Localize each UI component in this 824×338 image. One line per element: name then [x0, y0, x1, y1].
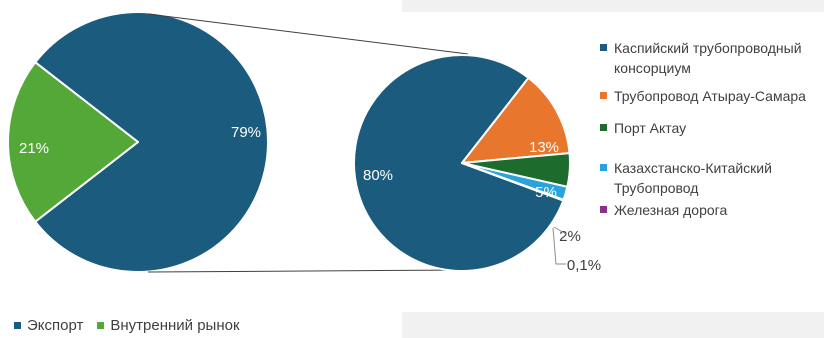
pie-right-label-aktau: 5%	[535, 184, 557, 201]
pie-left-label-domestic: 21%	[19, 140, 49, 157]
leader-line-rail	[552, 227, 566, 265]
legend-item-cpc: Каспийский трубопроводный консорциум	[598, 38, 824, 78]
connector-line-bottom	[147, 269, 469, 273]
pie-right-slice-atyrau	[461, 76, 571, 164]
leader-line-kz-china	[553, 226, 567, 235]
legend-label-cpc-line1: Каспийский трубопроводный	[614, 40, 802, 56]
legend-swatch-kz-china	[600, 164, 607, 171]
legend-swatch-rail	[600, 206, 607, 213]
pie-right-label-cpc: 80%	[363, 167, 393, 184]
pie-left-slice-export	[34, 11, 269, 273]
legend-label-kz-china-line2: Трубопровод	[614, 180, 699, 196]
legend-item-aktau: Порт Актау	[598, 118, 824, 138]
pie-left-label-export: 79%	[231, 124, 261, 141]
legend-item-rail: Железная дорога	[598, 200, 824, 220]
legend-label-kz-china-line1: Казахстанско-Китайский	[614, 160, 772, 176]
legend-item-kz-china: Казахстанско-Китайский Трубопровод	[598, 158, 824, 198]
background-panel-bottom-right	[402, 312, 824, 338]
legend-swatch-aktau	[600, 124, 607, 131]
legend-swatch-cpc	[600, 44, 607, 51]
pie-right-slice-cpc	[353, 54, 565, 272]
legend-label-aktau: Порт Актау	[614, 120, 687, 136]
pie-right-label-atyrau: 13%	[529, 139, 559, 156]
legend-label-cpc-line2: консорциум	[614, 60, 691, 76]
pie-right-slice-rail	[461, 162, 565, 202]
pie-left-slice-domestic	[7, 61, 139, 223]
legend-item-domestic: Внутренний рынок	[97, 317, 240, 334]
legend-bottom: Экспорт Внутренний рынок	[14, 317, 240, 334]
pie-right-label-rail: 0,1%	[567, 257, 601, 274]
legend-right: Каспийский трубопроводный консорциум Тру…	[598, 38, 824, 232]
legend-item-atyrau: Трубопровод Атырау-Самара	[598, 86, 824, 106]
connector-line-top	[147, 13, 469, 55]
legend-item-export: Экспорт	[14, 317, 83, 334]
legend-label-export: Экспорт	[27, 317, 84, 334]
legend-label-atyrau: Трубопровод Атырау-Самара	[614, 88, 806, 104]
legend-swatch-export	[14, 322, 21, 329]
pie-right-label-kz-china: 2%	[559, 228, 581, 245]
legend-swatch-domestic	[97, 322, 105, 329]
legend-label-domestic: Внутренний рынок	[110, 317, 240, 334]
legend-label-rail: Железная дорога	[614, 202, 728, 218]
background-panel-top-right	[402, 0, 824, 12]
legend-swatch-atyrau	[600, 92, 607, 99]
